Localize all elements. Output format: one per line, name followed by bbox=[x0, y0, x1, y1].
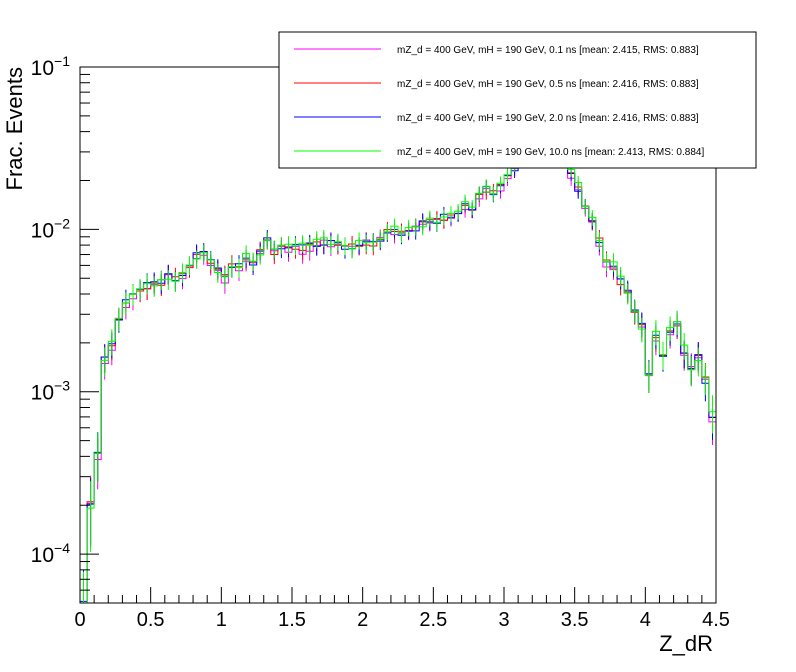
legend-entry-label: mZ_d = 400 GeV, mH = 190 GeV, 10.0 ns [m… bbox=[397, 147, 704, 158]
series-3 bbox=[80, 102, 716, 603]
y-tick-base: 10 bbox=[31, 219, 54, 242]
x-tick-label: 1.5 bbox=[278, 609, 306, 631]
y-tick-label: 10−1 bbox=[31, 53, 71, 80]
legend: mZ_d = 400 GeV, mH = 190 GeV, 0.1 ns [me… bbox=[278, 31, 757, 169]
series-line bbox=[80, 107, 716, 603]
y-tick-label: 10−3 bbox=[31, 378, 71, 405]
legend-entry-label: mZ_d = 400 GeV, mH = 190 GeV, 0.1 ns [me… bbox=[397, 45, 699, 56]
y-tick-base: 10 bbox=[31, 57, 54, 80]
y-tick-label: 10−2 bbox=[31, 215, 71, 242]
x-tick-label: 3 bbox=[498, 609, 509, 631]
x-axis-label: Z_dR bbox=[659, 631, 713, 656]
y-axis-label: Frac. Events bbox=[2, 67, 27, 190]
y-tick-exponent: −1 bbox=[54, 53, 70, 69]
y-tick-base: 10 bbox=[31, 382, 54, 405]
y-tick-exponent: −4 bbox=[54, 540, 70, 556]
y-tick-base: 10 bbox=[31, 544, 54, 567]
x-tick-label: 3.5 bbox=[561, 609, 589, 631]
x-tick-label: 4 bbox=[640, 609, 651, 631]
series-layer bbox=[80, 100, 716, 603]
y-tick-label: 10−4 bbox=[31, 540, 71, 567]
x-tick-label: 0.5 bbox=[137, 609, 165, 631]
x-tick-label: 4.5 bbox=[702, 609, 730, 631]
legend-box bbox=[278, 31, 757, 169]
x-tick-label: 1 bbox=[216, 609, 227, 631]
y-tick-exponent: −3 bbox=[54, 378, 70, 394]
legend-entry-label: mZ_d = 400 GeV, mH = 190 GeV, 2.0 ns [me… bbox=[397, 113, 699, 124]
y-tick-exponent: −2 bbox=[54, 215, 70, 231]
legend-entry-label: mZ_d = 400 GeV, mH = 190 GeV, 0.5 ns [me… bbox=[397, 79, 699, 90]
x-tick-label: 2.5 bbox=[419, 609, 447, 631]
x-tick-label: 0 bbox=[74, 609, 85, 631]
x-tick-label: 2 bbox=[357, 609, 368, 631]
axes-layer: 0 0.5 1 1.5 2 2.5 3 3.5 4 4.510−410−310−210−1 bbox=[31, 53, 730, 631]
